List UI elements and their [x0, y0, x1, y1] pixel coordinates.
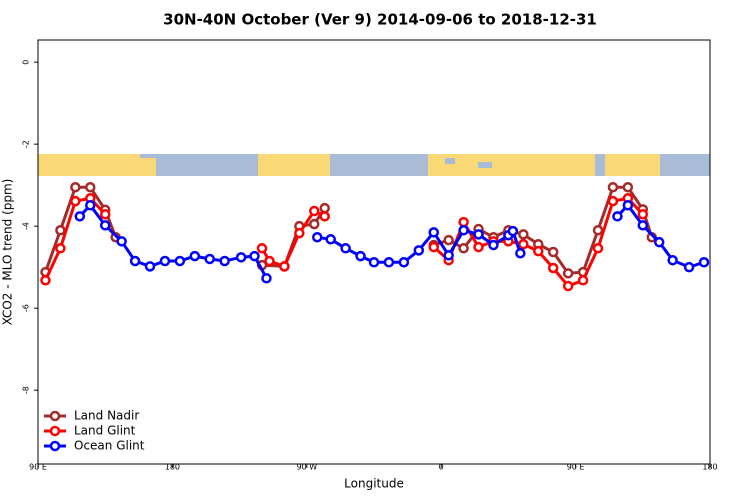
data-point	[144, 261, 156, 272]
data-point	[518, 238, 529, 250]
data-point	[698, 257, 710, 268]
data-point	[189, 250, 201, 262]
legend-label: Ocean Glint	[74, 439, 145, 453]
data-point	[294, 227, 305, 239]
chart-title: 30N-40N October (Ver 9) 2014-09-06 to 20…	[163, 11, 597, 29]
data-point	[547, 246, 559, 258]
data-point	[413, 245, 425, 256]
data-point	[204, 253, 215, 265]
data-point	[607, 181, 619, 193]
data-point	[55, 243, 66, 254]
data-point	[312, 231, 323, 243]
legend-label: Land Glint	[74, 424, 136, 438]
data-point	[279, 261, 290, 272]
map-strip	[38, 154, 710, 176]
x-axis-label: Longitude	[344, 477, 404, 491]
plot-frame	[37, 39, 711, 465]
y-tick-label: 0	[22, 60, 31, 65]
data-point	[383, 257, 395, 268]
data-point	[256, 243, 268, 254]
data-point	[249, 250, 260, 262]
data-point	[355, 250, 366, 262]
y-tick-label: -4	[22, 222, 31, 230]
data-point	[159, 255, 171, 267]
data-point	[309, 205, 320, 217]
data-point	[70, 195, 81, 207]
x-tick-label: 0	[439, 463, 444, 472]
data-point	[592, 225, 604, 236]
y-axis-label: XCO2 - MLO trend (ppm)	[1, 179, 15, 326]
y-tick-label: -2	[22, 140, 31, 148]
legend-marker	[49, 410, 61, 422]
data-point	[264, 255, 275, 267]
data-point	[428, 241, 439, 253]
data-point	[507, 225, 519, 237]
data-point	[99, 209, 111, 220]
data-point	[637, 220, 649, 231]
data-point	[219, 255, 230, 267]
data-point	[309, 218, 320, 230]
data-point	[683, 261, 695, 273]
data-point	[562, 268, 574, 279]
data-point	[637, 209, 649, 220]
series-line	[616, 202, 705, 269]
data-point	[622, 200, 634, 211]
data-point	[458, 216, 469, 228]
data-point	[85, 181, 96, 193]
data-point	[458, 243, 469, 254]
data-point	[562, 280, 574, 292]
series-line	[317, 228, 522, 264]
data-point	[458, 225, 469, 236]
series-line	[44, 196, 107, 281]
data-point	[653, 236, 665, 248]
data-point	[607, 195, 619, 207]
data-point	[85, 200, 96, 211]
y-tick-label: -6	[22, 304, 31, 312]
series-line	[433, 185, 654, 275]
data-point	[473, 241, 484, 253]
data-point	[235, 252, 247, 263]
data-point	[667, 254, 678, 266]
y-tick-label: -8	[22, 386, 31, 394]
data-point	[428, 227, 439, 238]
data-point	[319, 202, 330, 214]
x-tick-label: 90 W	[296, 463, 317, 472]
x-tick-label: 90 E	[29, 463, 47, 472]
data-point	[443, 250, 454, 261]
x-tick-label: 180	[702, 463, 717, 472]
x-tick-label: 180	[165, 463, 180, 472]
data-point	[592, 243, 604, 254]
x-tick-label: 90 E	[567, 463, 585, 472]
legend-marker	[49, 425, 61, 437]
data-point	[515, 247, 526, 259]
data-point	[55, 225, 66, 236]
data-point	[261, 272, 272, 284]
data-point	[40, 275, 51, 286]
data-point	[99, 220, 111, 231]
data-point	[116, 236, 127, 247]
data-point	[368, 257, 380, 268]
data-point	[398, 257, 410, 268]
data-point	[174, 255, 186, 267]
legend-marker	[49, 440, 61, 452]
data-point	[473, 229, 484, 240]
data-point	[340, 243, 351, 254]
data-point	[325, 234, 336, 245]
data-point	[533, 245, 544, 257]
legend-label: Land Nadir	[74, 409, 139, 423]
data-point	[319, 211, 330, 222]
data-point	[74, 211, 86, 222]
data-point	[547, 262, 559, 274]
data-point	[129, 255, 141, 267]
data-point	[612, 211, 623, 222]
data-point	[70, 181, 81, 193]
data-point	[622, 181, 634, 193]
data-point	[488, 239, 499, 251]
data-point	[518, 229, 529, 240]
data-point	[577, 275, 589, 286]
data-point	[443, 234, 454, 246]
